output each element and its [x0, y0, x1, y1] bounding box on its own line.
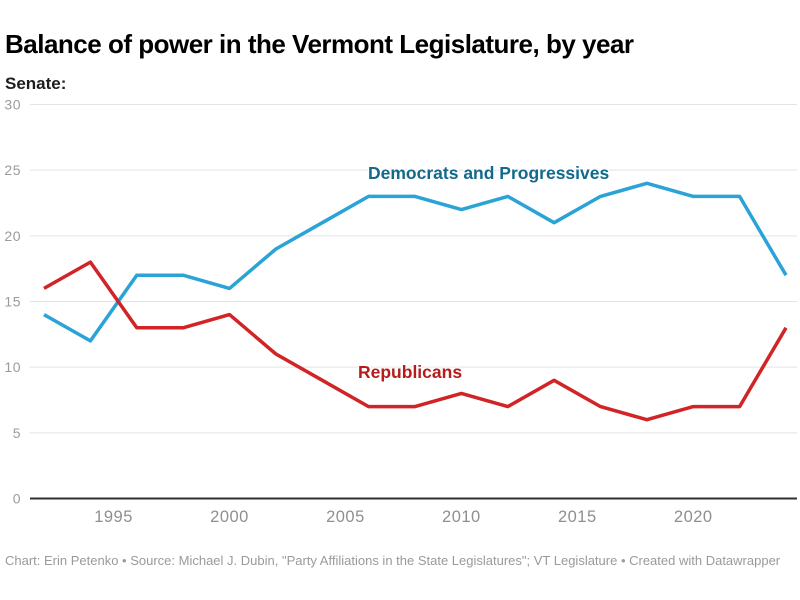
- x-tick-label: 2005: [326, 508, 365, 526]
- x-tick-label: 2010: [442, 508, 481, 526]
- x-tick-label: 2015: [558, 508, 597, 526]
- x-tick-label: 2000: [210, 508, 249, 526]
- y-tick-label: 20: [4, 228, 21, 244]
- series-label-democrats: Democrats and Progressives: [368, 163, 610, 183]
- chart-title: Balance of power in the Vermont Legislat…: [5, 29, 634, 60]
- y-tick-label: 25: [4, 162, 21, 178]
- y-tick-label: 30: [4, 97, 21, 113]
- series-line-democrats: [43, 181, 788, 343]
- series-line-republicans: [43, 260, 788, 422]
- x-tick-label: 1995: [94, 508, 133, 526]
- series-label-republicans: Republicans: [358, 362, 463, 382]
- y-tick-label: 0: [13, 491, 21, 507]
- chart-attribution: Chart: Erin Petenko • Source: Michael J.…: [5, 553, 781, 568]
- y-tick-label: 5: [13, 425, 21, 441]
- y-tick-label: 10: [4, 359, 21, 375]
- x-tick-label: 2020: [674, 508, 713, 526]
- y-tick-label: 15: [4, 294, 21, 310]
- chart-subtitle: Senate:: [5, 74, 67, 94]
